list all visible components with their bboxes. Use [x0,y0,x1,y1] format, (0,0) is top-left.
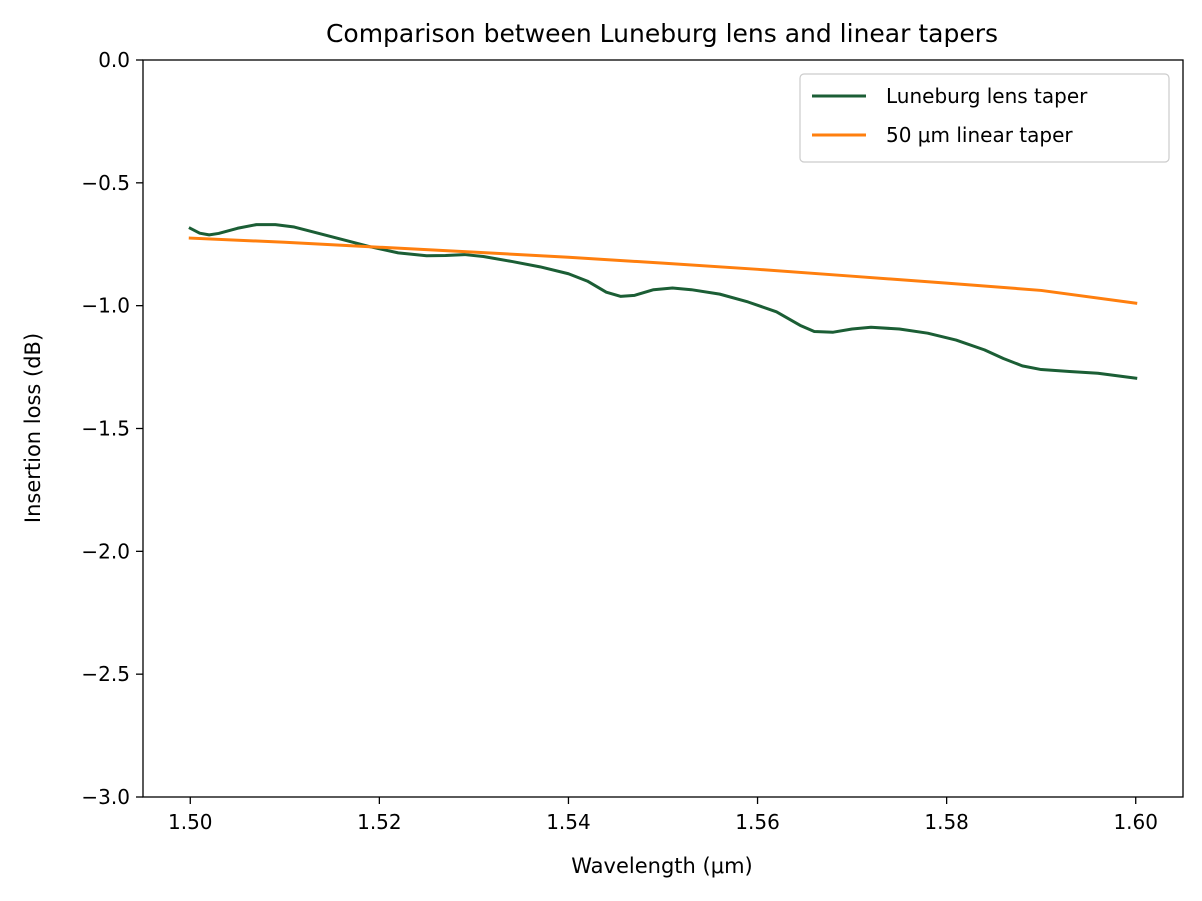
y-tick-label: −1.0 [81,294,130,318]
legend-label-0: Luneburg lens taper [886,84,1088,108]
x-tick-label: 1.60 [1113,810,1158,834]
y-axis-label: Insertion loss (dB) [21,333,45,523]
x-tick-label: 1.58 [924,810,969,834]
x-tick-label: 1.56 [735,810,780,834]
x-tick-label: 1.54 [546,810,591,834]
series-layer [188,223,1138,380]
y-tick-label: −3.0 [81,785,130,809]
series-line-0 [188,223,1138,380]
legend-box [799,73,1170,163]
y-tick-label: −2.5 [81,662,130,686]
x-axis: 1.50 1.52 1.54 1.56 1.58 1.60 [168,797,1158,834]
x-axis-label: Wavelength (μm) [571,854,752,878]
legend-label-1: 50 μm linear taper [886,123,1073,147]
x-tick-label: 1.50 [168,810,213,834]
y-tick-label: 0.0 [98,48,130,72]
y-axis: 0.0 −0.5 −1.0 −1.5 −2.0 −2.5 −3.0 [81,48,143,809]
x-tick-label: 1.52 [357,810,402,834]
y-tick-label: −1.5 [81,417,130,441]
chart-title: Comparison between Luneburg lens and lin… [326,19,998,48]
y-tick-label: −2.0 [81,539,130,563]
y-tick-label: −0.5 [81,171,130,195]
series-line-1 [188,236,1138,305]
legend: Luneburg lens taper 50 μm linear taper [799,73,1170,163]
plot-area [143,60,1183,797]
